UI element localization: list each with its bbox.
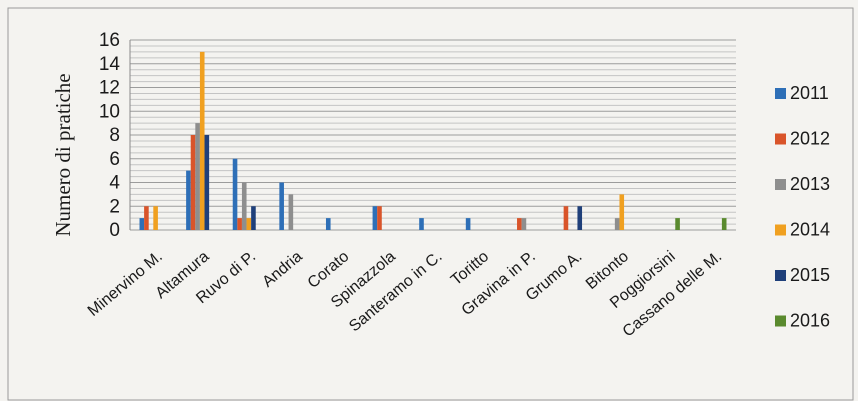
y-tick-label: 12 [99, 78, 120, 99]
y-tick-label: 0 [109, 220, 120, 241]
x-category-label: Andria [259, 248, 305, 291]
legend-label-2012: 2012 [790, 129, 830, 149]
bar-2011-Altamura [186, 170, 191, 230]
bar-2011-Ruvo di P. [232, 158, 238, 230]
legend-swatch-2015 [775, 270, 786, 281]
bar-2011-Minervino M. [139, 218, 145, 230]
bar-2015-Ruvo di P. [251, 206, 256, 230]
chart-border [7, 7, 854, 401]
legend-swatch-2012 [775, 133, 786, 145]
bar-2015-Grumo A. [577, 206, 583, 230]
bar-2016-Poggiorsini [675, 218, 680, 230]
bar-2012-Grumo A. [563, 206, 569, 230]
bar-2016-Cassano delle M. [721, 218, 727, 230]
y-tick-label: 14 [99, 54, 121, 75]
legend-label-2013: 2013 [790, 174, 830, 194]
legend-swatch-2016 [775, 315, 786, 327]
bar-2012-Ruvo di P. [237, 218, 242, 230]
bar-2011-Andria [279, 182, 284, 230]
bar-2013-Altamura [195, 123, 200, 230]
grid-lines [129, 39, 736, 231]
legend-swatch-2014 [775, 224, 786, 236]
bar-2011-Toritto [465, 218, 471, 230]
legend: 2011 2012 2013 2014 2015 2016 [775, 83, 830, 331]
legend-label-2015: 2015 [790, 265, 830, 285]
bar-2012-Altamura [190, 135, 196, 230]
y-tick-label: 10 [99, 101, 120, 122]
bar-2014-Altamura [199, 51, 205, 230]
bar-2014-Bitonto [619, 194, 625, 230]
legend-label-2016: 2016 [790, 311, 830, 331]
bar-2015-Altamura [204, 135, 210, 230]
legend-swatch-2013 [775, 179, 786, 190]
x-category-label: Minervino M. [85, 248, 166, 320]
y-tick-label: 4 [109, 173, 120, 194]
y-tick-label: 6 [109, 149, 120, 170]
bar-2013-Bitonto [614, 218, 620, 230]
bar-2013-Ruvo di P. [241, 182, 247, 230]
y-tick-label: 2 [109, 196, 120, 217]
legend-label-2014: 2014 [790, 220, 830, 240]
bar-2011-Santeramo in C. [419, 218, 424, 230]
legend-label-2011: 2011 [790, 83, 829, 103]
bar-2013-Andria [288, 194, 294, 230]
y-axis-label: Numero di pratiche [51, 73, 75, 236]
bar-2012-Minervino M. [144, 206, 149, 230]
bar-2014-Minervino M. [153, 206, 158, 230]
bar-2012-Spinazzola [377, 206, 382, 230]
y-tick-label: 8 [109, 125, 120, 146]
bar-2011-Corato [325, 218, 331, 230]
bar-2014-Ruvo di P. [246, 218, 252, 230]
y-tick-label: 16 [99, 30, 120, 51]
bars [139, 51, 727, 230]
bar-2013-Gravina in P. [521, 218, 527, 230]
bar-2012-Gravina in P. [517, 218, 522, 230]
legend-swatch-2011 [775, 88, 786, 99]
bar-2011-Spinazzola [372, 206, 378, 230]
